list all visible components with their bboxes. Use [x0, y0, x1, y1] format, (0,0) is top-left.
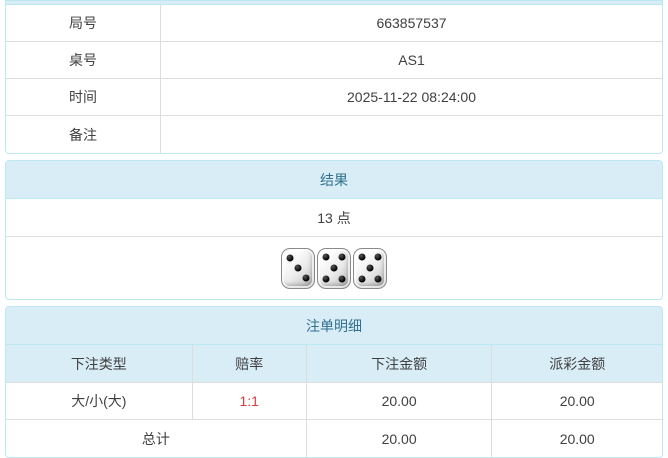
die-pip [366, 264, 374, 272]
round-id-value: 663857537 [376, 15, 447, 31]
result-panel-title: 结果 [6, 161, 662, 199]
die-pip [322, 253, 330, 261]
bet-amount-value: 20.00 [305, 383, 492, 419]
column-header-payout-amount: 派彩金额 [491, 345, 662, 382]
dice-row [6, 237, 662, 299]
round-id-label: 局号 [6, 5, 161, 41]
total-label: 总计 [141, 430, 170, 447]
die-pip [302, 274, 310, 282]
time-value: 2025-11-22 08:24:00 [347, 89, 476, 105]
die-pip [330, 264, 338, 272]
total-row: 总计 20.00 20.00 [6, 420, 662, 457]
die-pip [358, 275, 366, 283]
die-pip [374, 253, 382, 261]
table-row: 局号 663857537 [6, 5, 662, 42]
column-header-odds: 赔率 [191, 345, 306, 382]
total-bet-amount: 20.00 [305, 420, 492, 457]
result-panel: 结果 13 点 [5, 160, 663, 300]
odds-value: 1:1 [191, 383, 306, 419]
die-pip [338, 253, 346, 261]
total-payout-amount: 20.00 [491, 420, 662, 457]
die-5-icon [353, 247, 387, 289]
table-row: 大/小(大) 1:1 20.00 20.00 [6, 383, 662, 420]
table-id-value: AS1 [398, 52, 425, 68]
payout-amount-value: 20.00 [491, 383, 662, 419]
table-id-label: 桌号 [6, 42, 161, 78]
bets-panel-title: 注单明细 [6, 307, 662, 345]
bets-panel: 注单明细 下注类型 赔率 下注金额 派彩金额 大/小(大) 1:1 20.00 … [5, 306, 663, 458]
die-5-icon [317, 247, 351, 289]
die-pip [286, 254, 294, 262]
result-points: 13 点 [6, 199, 662, 237]
bets-header-row: 下注类型 赔率 下注金额 派彩金额 [6, 345, 662, 383]
game-info-panel: 局号 663857537 桌号 AS1 时间 2025-11-22 08:24:… [5, 0, 663, 154]
table-row: 桌号 AS1 [6, 42, 662, 79]
die-pip [294, 264, 302, 272]
table-row: 时间 2025-11-22 08:24:00 [6, 79, 662, 116]
die-3-icon [281, 247, 315, 289]
die-pip [374, 275, 382, 283]
remark-label: 备注 [6, 116, 161, 153]
die-pip [322, 275, 330, 283]
table-row: 备注 [6, 116, 662, 153]
die-pip [358, 253, 366, 261]
remark-value [161, 116, 662, 153]
die-pip [338, 275, 346, 283]
column-header-bet-type: 下注类型 [70, 355, 127, 372]
bet-type-value: 大/小(大) [71, 393, 127, 409]
column-header-bet-amount: 下注金额 [305, 345, 492, 382]
time-label: 时间 [6, 79, 161, 115]
game-info-header-sliver [6, 1, 662, 5]
